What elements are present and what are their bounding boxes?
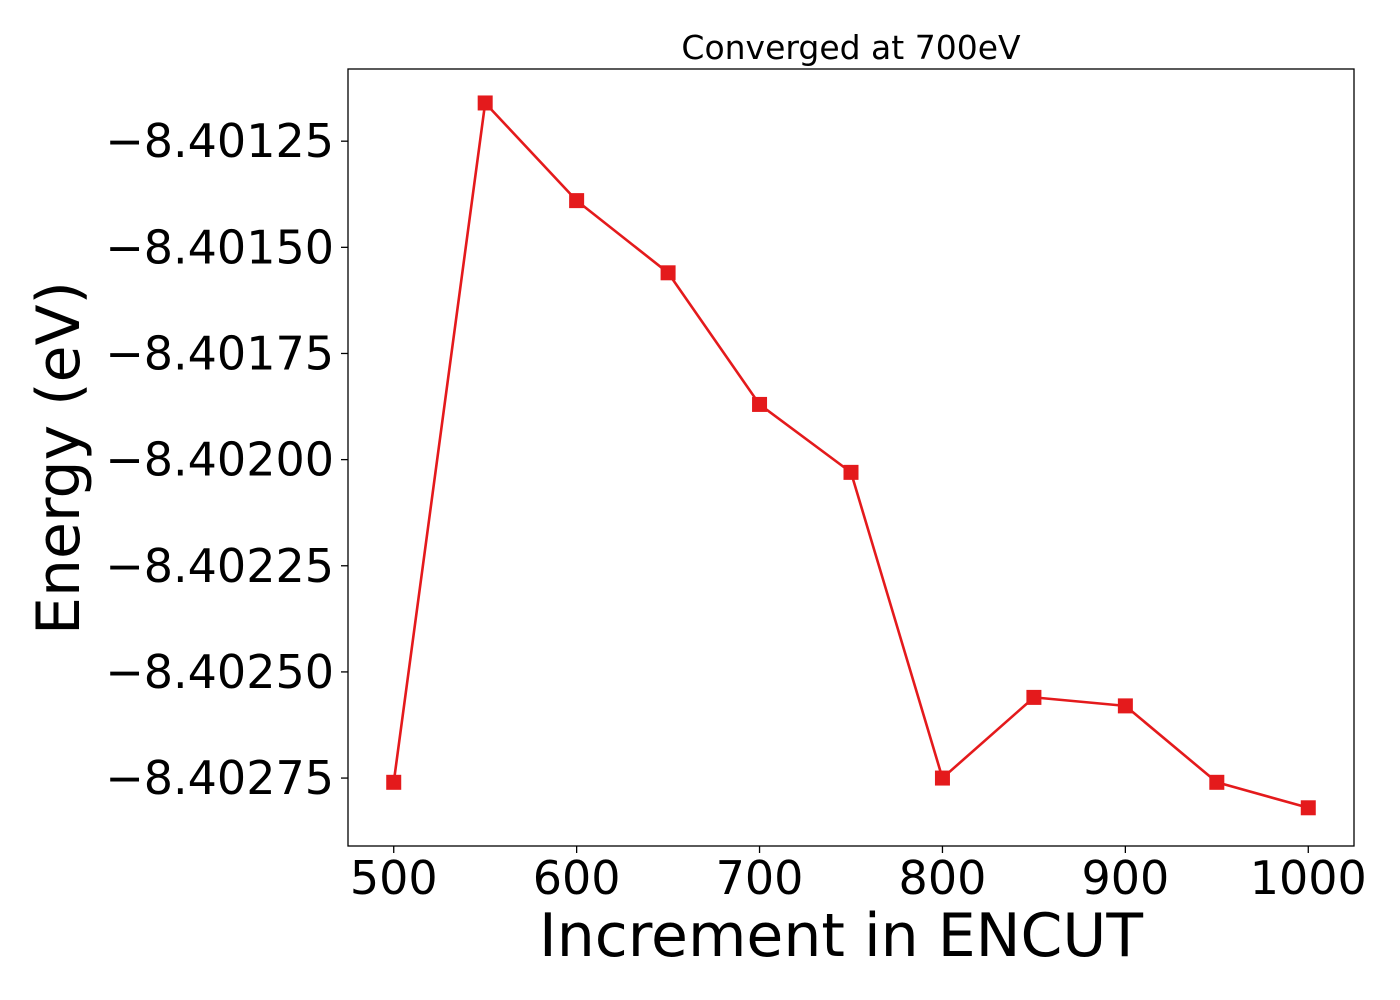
x-tick-label: 800 — [899, 851, 987, 905]
y-tick-label: −8.40275 — [105, 751, 334, 805]
y-axis-label: Energy (eV) — [24, 281, 94, 635]
x-tick-label: 500 — [350, 851, 438, 905]
y-tick-label: −8.40250 — [105, 645, 334, 699]
y-tick-label: −8.40200 — [105, 433, 334, 487]
data-point — [660, 265, 676, 281]
plot-background — [348, 69, 1354, 846]
data-point — [1026, 689, 1042, 705]
chart-title: Converged at 700eV — [681, 28, 1021, 67]
y-tick-label: −8.40225 — [105, 539, 334, 593]
data-point — [1117, 698, 1133, 714]
data-point — [386, 774, 402, 790]
series-layer — [386, 95, 1316, 816]
y-tick-label: −8.40175 — [105, 326, 334, 380]
x-axis: 500 600 700 800 900 1000 — [350, 846, 1367, 905]
data-point — [477, 95, 493, 111]
y-axis: −8.40125 −8.40150 −8.40175 −8.40200 −8.40225… — [105, 114, 348, 805]
data-point — [934, 770, 950, 786]
x-tick-label: 600 — [533, 851, 621, 905]
y-tick-label: −8.40125 — [105, 114, 334, 168]
data-point — [569, 193, 585, 209]
x-tick-label: 700 — [716, 851, 804, 905]
plot-frame — [347, 68, 1355, 847]
data-point — [843, 464, 859, 480]
y-tick-label: −8.40150 — [105, 220, 334, 274]
x-tick-label: 900 — [1081, 851, 1169, 905]
data-point — [1209, 774, 1225, 790]
x-axis-label: Increment in ENCUT — [539, 901, 1143, 971]
data-point — [752, 396, 768, 412]
x-tick-label: 1000 — [1250, 851, 1367, 905]
data-point — [1300, 800, 1316, 816]
